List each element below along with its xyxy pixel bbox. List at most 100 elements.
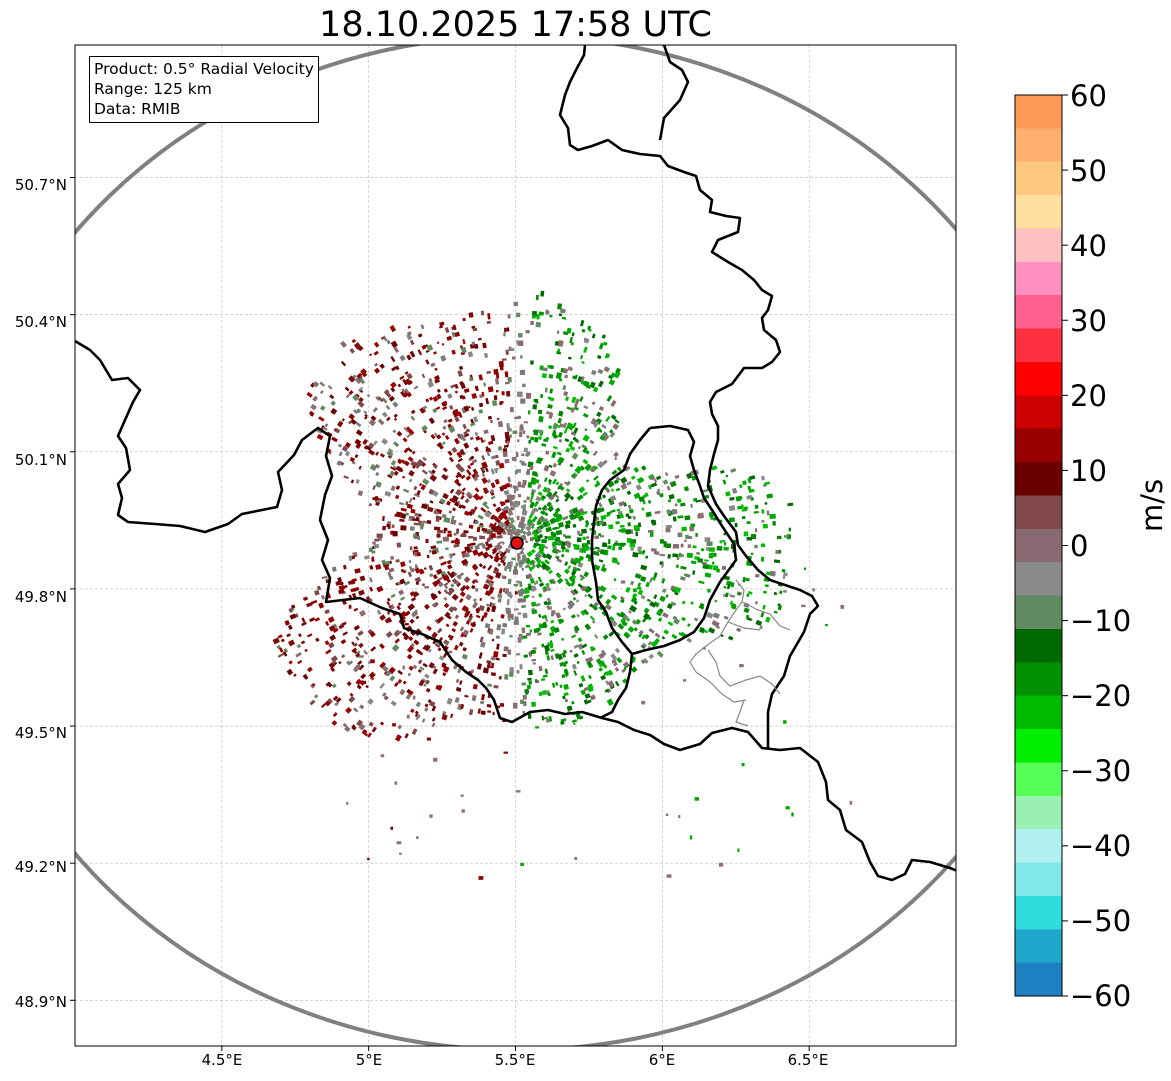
echo-pixel bbox=[597, 354, 602, 360]
echo-pixel bbox=[654, 632, 661, 638]
echo-pixel bbox=[615, 367, 621, 374]
echo-pixel bbox=[552, 682, 556, 688]
echo-pixel bbox=[487, 564, 493, 571]
colorbar-tick-label: 0 bbox=[1070, 529, 1089, 563]
echo-pixel bbox=[503, 565, 508, 572]
echo-pixel bbox=[474, 544, 481, 551]
echo-pixel bbox=[511, 495, 515, 500]
echo-pixel bbox=[569, 336, 573, 344]
echo-pixel bbox=[456, 574, 461, 580]
echo-pixel bbox=[575, 511, 582, 518]
echo-pixel bbox=[571, 701, 575, 705]
echo-pixel bbox=[589, 645, 595, 651]
echo-pixel bbox=[619, 611, 626, 618]
echo-pixel bbox=[579, 574, 586, 580]
echo-pixel bbox=[723, 532, 726, 536]
echo-pixel bbox=[593, 550, 599, 556]
echo-pixel bbox=[543, 600, 549, 606]
echo-pixel bbox=[450, 583, 455, 588]
echo-pixel bbox=[669, 480, 677, 488]
echo-pixel bbox=[675, 564, 679, 569]
echo-pixel bbox=[473, 476, 478, 482]
echo-pixel bbox=[761, 475, 765, 481]
echo-pixel bbox=[368, 449, 375, 456]
echo-pixel bbox=[614, 457, 618, 461]
echo-pixel bbox=[723, 547, 729, 551]
echo-pixel bbox=[668, 493, 675, 500]
echo-pixel bbox=[485, 603, 490, 607]
echo-pixel bbox=[603, 672, 608, 676]
echo-pixel bbox=[391, 644, 400, 652]
echo-pixel bbox=[626, 480, 632, 486]
echo-pixel bbox=[622, 614, 629, 621]
echo-pixel bbox=[490, 434, 496, 442]
echo-pixel bbox=[493, 395, 498, 400]
echo-pixel bbox=[653, 594, 658, 600]
echo-pixel bbox=[610, 619, 618, 627]
echo-pixel bbox=[695, 533, 698, 537]
echo-pixel bbox=[526, 496, 531, 501]
echo-pixel bbox=[554, 555, 558, 559]
echo-pixel bbox=[426, 344, 434, 352]
echo-pixel bbox=[459, 380, 464, 385]
echo-pixel bbox=[382, 516, 385, 521]
echo-pixel bbox=[480, 641, 486, 648]
echo-pixel bbox=[461, 451, 467, 456]
echo-pixel bbox=[500, 614, 505, 619]
echo-pixel bbox=[336, 460, 342, 466]
echo-pixel bbox=[501, 551, 507, 558]
echo-pixel bbox=[502, 451, 508, 458]
echo-pixel bbox=[509, 483, 513, 488]
echo-pixel bbox=[345, 442, 351, 448]
echo-pixel bbox=[682, 679, 687, 682]
echo-pixel bbox=[577, 378, 582, 383]
echo-pixel bbox=[316, 429, 323, 434]
echo-pixel bbox=[517, 612, 522, 615]
echo-pixel bbox=[529, 501, 535, 509]
echo-pixel bbox=[548, 536, 555, 541]
echo-pixel bbox=[523, 421, 529, 424]
echo-pixel bbox=[509, 500, 515, 507]
echo-pixel bbox=[576, 537, 582, 543]
echo-pixel bbox=[371, 550, 376, 554]
echo-pixel bbox=[509, 506, 515, 511]
echo-pixel bbox=[418, 513, 422, 517]
echo-pixel bbox=[520, 588, 524, 594]
echo-pixel bbox=[607, 480, 615, 488]
echo-pixel bbox=[648, 485, 652, 490]
echo-pixel bbox=[433, 757, 438, 762]
echo-pixel bbox=[392, 429, 397, 434]
echo-pixel bbox=[561, 316, 567, 320]
echo-pixel bbox=[503, 332, 506, 337]
echo-pixel bbox=[571, 507, 579, 514]
echo-pixel bbox=[627, 626, 635, 633]
radar-site-marker[interactable] bbox=[510, 536, 524, 550]
echo-pixel bbox=[551, 451, 557, 459]
echo-pixel bbox=[291, 604, 296, 609]
echo-pixel bbox=[348, 420, 353, 425]
echo-pixel bbox=[364, 444, 372, 451]
echo-pixel bbox=[555, 498, 560, 503]
echo-pixel bbox=[552, 462, 558, 468]
echo-pixel bbox=[541, 523, 546, 529]
echo-pixel bbox=[567, 565, 572, 570]
echo-pixel bbox=[557, 459, 563, 466]
echo-pixel bbox=[564, 548, 570, 553]
echo-pixel bbox=[303, 596, 308, 601]
echo-pixel bbox=[719, 469, 725, 474]
echo-pixel bbox=[785, 806, 790, 810]
echo-pixel bbox=[686, 472, 693, 479]
echo-pixel bbox=[474, 385, 479, 390]
echo-pixel bbox=[505, 483, 511, 488]
echo-pixel bbox=[355, 678, 362, 686]
echo-pixel bbox=[395, 465, 403, 472]
echo-pixel bbox=[449, 587, 455, 594]
echo-pixel bbox=[586, 479, 590, 483]
echo-pixel bbox=[493, 368, 499, 375]
echo-pixel bbox=[524, 564, 530, 569]
echo-pixel bbox=[512, 430, 518, 434]
echo-pixel bbox=[589, 528, 593, 531]
echo-pixel bbox=[640, 594, 646, 600]
echo-pixel bbox=[489, 523, 496, 528]
echo-pixel bbox=[535, 322, 541, 328]
